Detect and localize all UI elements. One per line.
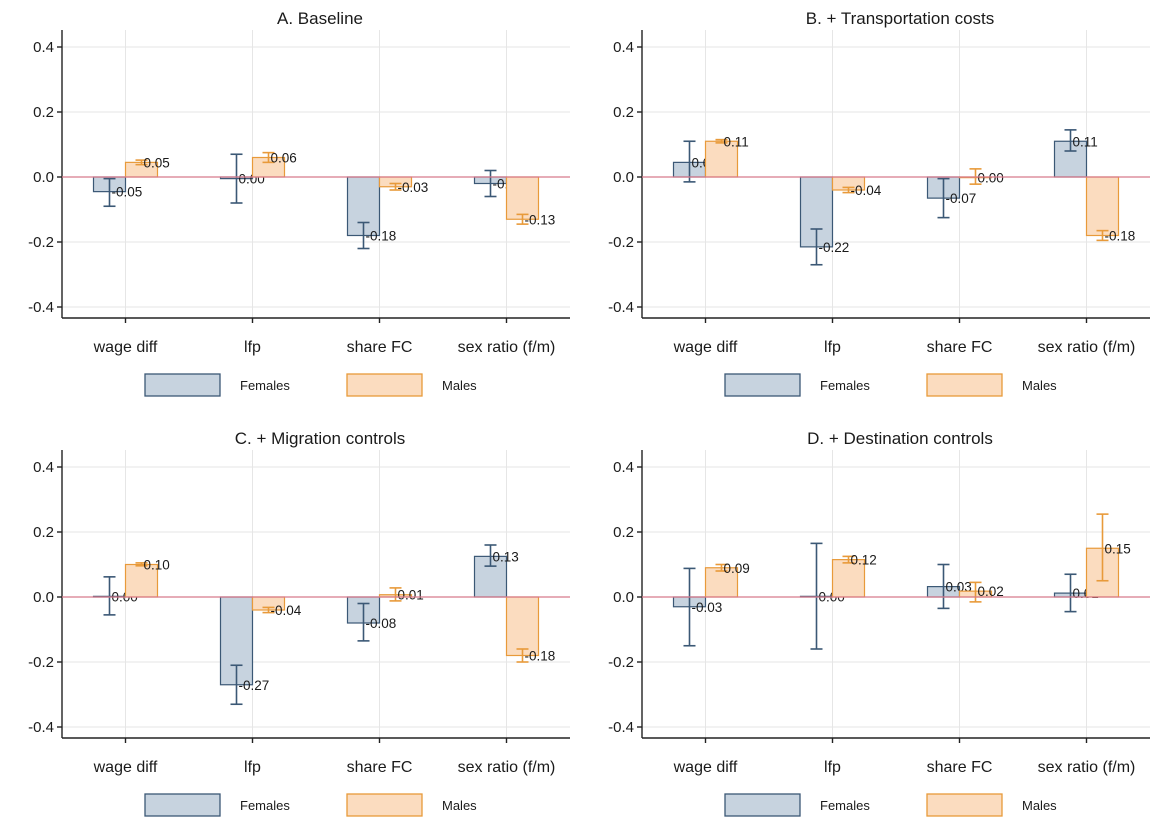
- panel-title: C. + Migration controls: [235, 429, 406, 448]
- legend-swatch-females: [724, 373, 801, 397]
- legend-label-males: Males: [1022, 798, 1057, 813]
- legend: Females Males: [144, 373, 477, 397]
- data-label-males-3: 0.00: [978, 171, 1004, 186]
- data-label-females-3: -0.18: [366, 229, 397, 244]
- data-label-males-1: 0.09: [724, 561, 750, 576]
- y-tick-label: 0.2: [613, 524, 634, 541]
- legend: Females Males: [724, 373, 1057, 397]
- legend-swatch-males: [926, 793, 1003, 817]
- legend-swatch-females: [724, 793, 801, 817]
- legend-label-females: Females: [820, 798, 870, 813]
- y-tick-label: 0.2: [613, 104, 634, 121]
- legend: Females Males: [144, 793, 477, 817]
- y-tick-label: -0.2: [28, 654, 54, 671]
- x-tick-label: lfp: [244, 759, 261, 776]
- y-tick-label: -0.2: [28, 234, 54, 251]
- data-label-females-4: 0.13: [493, 549, 519, 564]
- y-tick-label: 0.0: [33, 169, 54, 186]
- x-tick-label: share FC: [347, 759, 413, 776]
- data-label-males-4: -0.13: [525, 212, 556, 227]
- x-tick-label: share FC: [927, 759, 993, 776]
- bar-males-2: [831, 559, 866, 598]
- bar-males-4: [505, 176, 540, 220]
- chart-panel-3: C. + Migration controls 0.4 0.2 0.0 -0.2 -0.4…: [28, 429, 570, 817]
- y-tick-label: 0.2: [33, 104, 54, 121]
- x-tick-label: wage diff: [93, 759, 158, 776]
- legend-swatch-females: [144, 373, 221, 397]
- data-label-males-3: 0.01: [398, 588, 424, 603]
- legend-swatch-males: [346, 793, 423, 817]
- y-tick-label: -0.4: [608, 299, 634, 316]
- data-label-females-3: -0.08: [366, 616, 397, 631]
- data-label-males-1: 0.11: [724, 134, 749, 149]
- bar-males-4: [505, 596, 540, 657]
- legend-label-males: Males: [442, 378, 477, 393]
- legend: Females Males: [724, 793, 1057, 817]
- data-label-males-3: 0.02: [978, 584, 1004, 599]
- x-tick-label: wage diff: [673, 759, 738, 776]
- data-label-males-2: -0.04: [271, 603, 302, 618]
- y-tick-label: 0.4: [613, 459, 634, 476]
- chart-panel-4: D. + Destination controls 0.4 0.2 0.0 -0.2 -0…: [608, 429, 1150, 817]
- legend-swatch-males: [346, 373, 423, 397]
- y-tick-label: -0.2: [608, 654, 634, 671]
- legend-label-females: Females: [240, 378, 290, 393]
- y-tick-label: -0.2: [608, 234, 634, 251]
- x-tick-label: lfp: [244, 339, 261, 356]
- data-label-males-2: 0.12: [851, 553, 877, 568]
- x-tick-label: sex ratio (f/m): [1038, 339, 1136, 356]
- data-label-females-3: -0.07: [946, 191, 977, 206]
- data-label-males-4: 0.15: [1105, 541, 1131, 556]
- legend-swatch-females: [144, 793, 221, 817]
- data-label-males-1: 0.10: [144, 558, 170, 573]
- legend-label-females: Females: [240, 798, 290, 813]
- bar-males-1: [704, 567, 739, 598]
- x-tick-label: lfp: [824, 759, 841, 776]
- legend-swatch-males: [926, 373, 1003, 397]
- legend-label-males: Males: [442, 798, 477, 813]
- legend-label-females: Females: [820, 378, 870, 393]
- y-tick-label: -0.4: [28, 719, 54, 736]
- y-tick-label: -0.4: [28, 299, 54, 316]
- chart-panel-2: B. + Transportation costs 0.4 0.2 0.0 -0.2 -0…: [608, 9, 1150, 397]
- x-tick-label: sex ratio (f/m): [458, 759, 556, 776]
- y-tick-label: 0.4: [33, 39, 54, 56]
- y-tick-label: 0.4: [33, 459, 54, 476]
- bar-males-4: [1085, 176, 1120, 237]
- data-label-males-4: -0.18: [525, 649, 556, 664]
- data-label-females-1: -0.03: [692, 600, 723, 615]
- data-label-females-2: -0.27: [239, 678, 270, 693]
- data-label-females-4: 0.11: [1073, 134, 1098, 149]
- y-tick-label: 0.4: [613, 39, 634, 56]
- x-tick-label: share FC: [347, 339, 413, 356]
- x-tick-label: lfp: [824, 339, 841, 356]
- x-tick-label: share FC: [927, 339, 993, 356]
- data-label-males-1: 0.05: [144, 155, 170, 170]
- panel-title: D. + Destination controls: [807, 429, 993, 448]
- y-tick-label: -0.4: [608, 719, 634, 736]
- data-label-males-2: -0.04: [851, 183, 882, 198]
- panel-title: A. Baseline: [277, 9, 363, 28]
- chart-panel-1: A. Baseline 0.4 0.2 0.0 -0.2 -0.4 wage diff lfp…: [28, 9, 570, 397]
- x-tick-label: wage diff: [673, 339, 738, 356]
- y-tick-label: 0.0: [613, 589, 634, 606]
- y-tick-label: 0.2: [33, 524, 54, 541]
- x-tick-label: wage diff: [93, 339, 158, 356]
- panel-title: B. + Transportation costs: [806, 9, 995, 28]
- x-tick-label: sex ratio (f/m): [458, 339, 556, 356]
- legend-label-males: Males: [1022, 378, 1057, 393]
- data-label-males-2: 0.06: [271, 151, 297, 166]
- y-tick-label: 0.0: [33, 589, 54, 606]
- data-label-females-1: -0.05: [112, 185, 143, 200]
- data-label-males-4: -0.18: [1105, 229, 1136, 244]
- bar-females-4: [1053, 140, 1088, 178]
- x-tick-label: sex ratio (f/m): [1038, 759, 1136, 776]
- data-label-females-2: -0.22: [819, 240, 850, 255]
- y-tick-label: 0.0: [613, 169, 634, 186]
- data-label-males-3: -0.03: [398, 180, 429, 195]
